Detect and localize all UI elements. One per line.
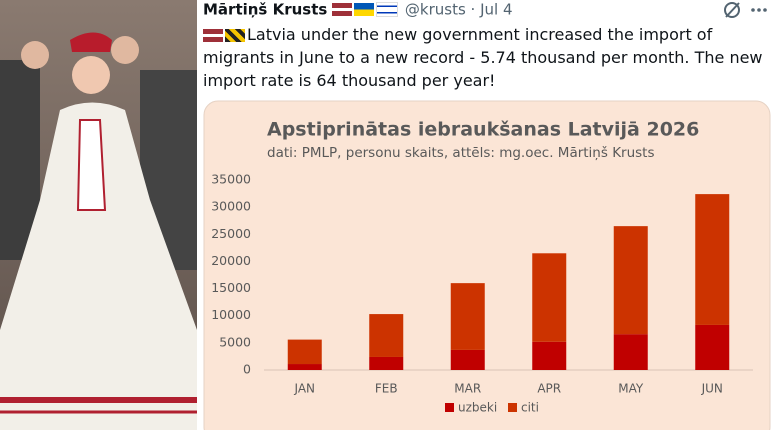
chart-title: Apstiprinātas iebraukšanas Latvijā 2026 xyxy=(267,119,699,141)
y-tick-label: 5000 xyxy=(219,334,251,349)
bar-segment xyxy=(369,356,404,370)
author[interactable]: Mārtiņš Krusts xyxy=(203,0,328,19)
separator: · xyxy=(470,0,476,19)
flag-icon xyxy=(332,3,353,16)
bar-segment xyxy=(532,253,567,342)
y-tick-label: 25000 xyxy=(211,226,251,241)
y-tick-label: 30000 xyxy=(211,199,251,214)
bar-segment xyxy=(532,341,567,370)
chart: Apstiprinātas iebraukšanas Latvijā 2026 … xyxy=(203,100,771,430)
bar-segment xyxy=(613,226,648,335)
handle[interactable]: @krusts xyxy=(404,0,466,19)
grok-icon[interactable] xyxy=(722,0,742,20)
y-tick-label: 10000 xyxy=(211,307,251,322)
x-tick-label: FEB xyxy=(375,382,398,396)
tweet-body: Latvia under the new government increase… xyxy=(203,25,763,90)
legend-label: uzbeki xyxy=(458,401,497,415)
chart-subtitle: dati: PMLP, personu skaits, attēls: mg.o… xyxy=(267,145,655,161)
legend-swatch xyxy=(508,403,517,412)
bar-segment xyxy=(369,314,404,357)
bar-segment xyxy=(450,283,485,350)
bar-segment xyxy=(450,349,485,370)
y-tick-label: 0 xyxy=(243,362,251,377)
flag-icon xyxy=(354,3,375,16)
flag-icon xyxy=(203,29,223,42)
bar-segment xyxy=(287,364,322,370)
x-tick-label: JAN xyxy=(293,382,315,396)
bar-segment xyxy=(287,339,322,365)
legend-label: citi xyxy=(521,401,539,415)
bar-segment xyxy=(695,324,730,370)
bar-segment xyxy=(695,194,730,325)
photo xyxy=(0,0,197,430)
tweet-text: Latvia under the new government increase… xyxy=(203,23,769,92)
x-tick-label: JUN xyxy=(701,382,723,396)
legend-swatch xyxy=(445,403,454,412)
flag-icon xyxy=(376,2,399,17)
barrier-icon xyxy=(225,29,245,42)
y-tick-label: 15000 xyxy=(211,280,251,295)
x-tick-label: MAY xyxy=(618,382,644,396)
tweet-header: Mārtiņš Krusts @krusts · Jul 4 xyxy=(203,0,513,20)
x-tick-label: APR xyxy=(537,382,561,396)
y-tick-label: 35000 xyxy=(211,172,251,187)
x-tick-label: MAR xyxy=(454,382,481,396)
more-icon[interactable] xyxy=(750,2,768,18)
y-tick-label: 20000 xyxy=(211,253,251,268)
bar-segment xyxy=(613,334,648,370)
date[interactable]: Jul 4 xyxy=(480,0,513,19)
